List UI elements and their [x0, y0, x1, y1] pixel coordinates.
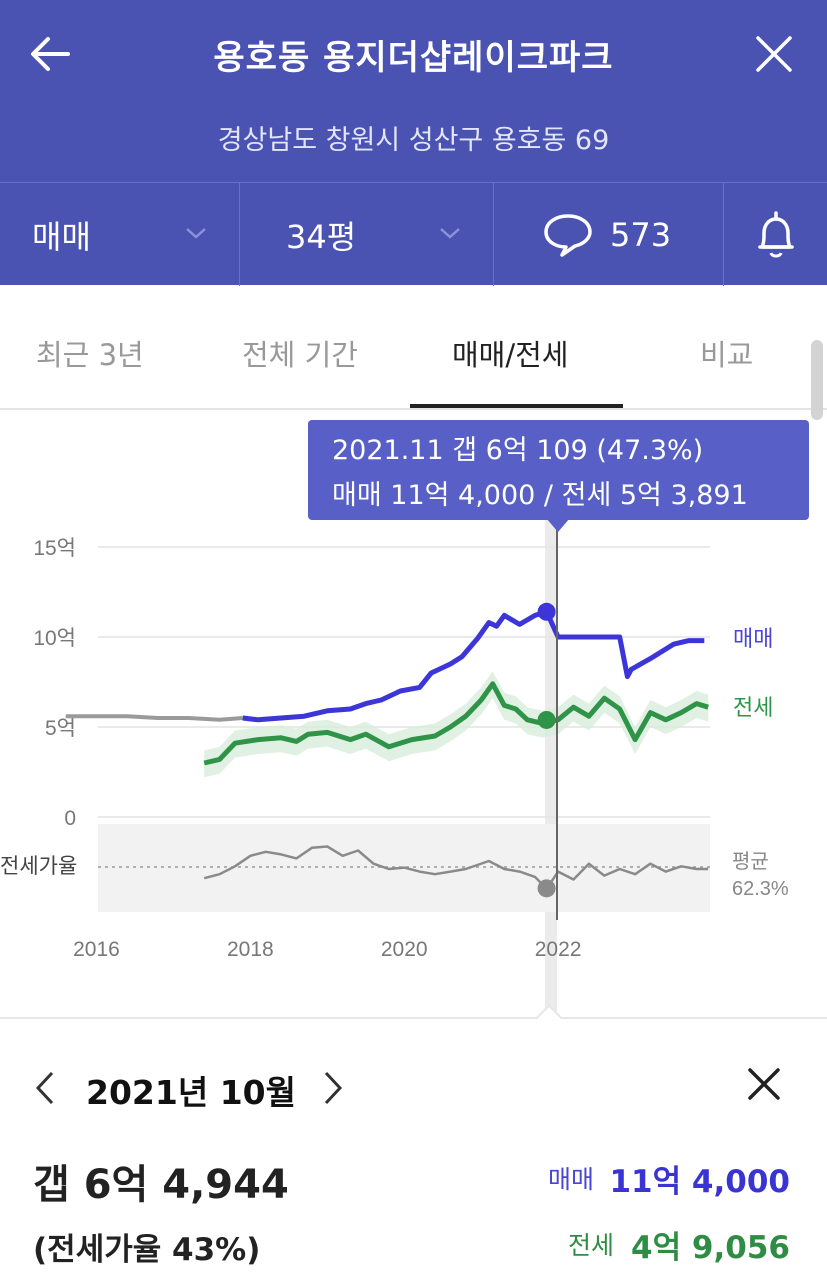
alarm-button[interactable]	[724, 183, 827, 286]
scrollbar-thumb[interactable]	[811, 340, 823, 420]
ratio-average-label: 평균	[732, 850, 769, 873]
y-tick-label: 5억	[45, 717, 76, 740]
trade-type-label: 매매	[32, 217, 91, 256]
active-tab-indicator	[410, 404, 623, 408]
area-label: 34평	[286, 217, 357, 256]
series-label-jeonse: 전세	[733, 695, 773, 720]
tooltip-tail	[546, 518, 570, 532]
close-button[interactable]	[748, 28, 800, 80]
detail-close-button[interactable]	[744, 1064, 784, 1108]
comments-button[interactable]: 573	[494, 183, 724, 286]
series-line-ratio	[203, 845, 709, 891]
tooltip-line-2: 매매 11억 4,000 / 전세 5억 3,891	[332, 480, 748, 511]
page-title: 용호동 용지더샵레이크파크	[213, 38, 614, 78]
jeonse-price-value: 4억 9,056	[631, 1230, 790, 1266]
tab-all-period[interactable]: 전체 기간	[242, 338, 358, 372]
highlight-point-sale	[537, 602, 556, 621]
address-text: 경상남도 창원시 성산구 용호동 69	[217, 125, 610, 156]
sale-price-label: 매매	[548, 1165, 595, 1194]
x-tick-label: 2020	[381, 938, 428, 961]
x-axis-labels: 2016 2018 2020 2022	[73, 938, 581, 961]
y-axis-labels: 15억 10억 5억 0	[33, 537, 76, 830]
chevron-left-icon	[35, 1071, 54, 1105]
chevron-right-icon	[324, 1071, 343, 1105]
speech-bubble-icon	[544, 213, 592, 257]
jeonse-ratio-text: (전세가율 43%)	[33, 1232, 261, 1268]
sale-price-value: 11억 4,000	[609, 1164, 790, 1200]
chart-grid	[98, 546, 710, 818]
close-icon	[756, 36, 792, 72]
highlight-point-jeonse	[537, 710, 556, 729]
jeonse-price-label: 전세	[568, 1231, 615, 1260]
section-divider	[0, 1017, 827, 1019]
tooltip-line-1: 2021.11 갭 6억 109 (47.3%)	[332, 435, 704, 466]
chevron-down-icon	[186, 228, 206, 239]
comment-count: 573	[610, 215, 672, 254]
series-line-jeonse	[203, 681, 709, 766]
close-icon	[748, 1068, 780, 1100]
bell-icon	[758, 210, 794, 257]
ratio-average-value: 62.3%	[732, 878, 789, 900]
area-select[interactable]: 34평	[240, 183, 494, 286]
ratio-axis-label: 전세가율	[0, 855, 77, 878]
back-button[interactable]	[22, 28, 78, 80]
highlight-point-ratio	[537, 879, 556, 898]
y-tick-label: 0	[64, 807, 76, 830]
y-tick-label: 15억	[33, 537, 76, 560]
series-line-sale-history	[65, 714, 243, 722]
x-tick-label: 2018	[227, 938, 274, 961]
period-tabs: 최근 3년 전체 기간 매매/전세 비교	[0, 310, 827, 410]
tab-sale-jeonse[interactable]: 매매/전세	[452, 338, 569, 372]
y-tick-label: 10억	[33, 627, 76, 650]
tab-recent-3-years[interactable]: 최근 3년	[36, 338, 144, 372]
x-tick-label: 2022	[535, 938, 582, 961]
trade-type-select[interactable]: 매매	[0, 183, 240, 286]
chevron-down-icon	[440, 228, 460, 239]
chart-tooltip: 2021.11 갭 6억 109 (47.3%) 매매 11억 4,000 / …	[308, 420, 809, 520]
prev-month-button[interactable]	[30, 1068, 60, 1112]
filter-bar: 매매 34평 573	[0, 182, 827, 286]
gap-amount: 갭 6억 4,944	[33, 1162, 289, 1208]
series-line-sale	[242, 609, 705, 723]
next-month-button[interactable]	[318, 1068, 348, 1112]
x-tick-label: 2016	[73, 938, 120, 961]
tab-compare[interactable]: 비교	[700, 338, 754, 372]
arrow-left-icon	[31, 37, 70, 71]
app-header: 용호동 용지더샵레이크파크 경상남도 창원시 성산구 용호동 69 매매 34평…	[0, 0, 827, 286]
detail-date: 2021년 10월	[86, 1073, 296, 1112]
series-label-sale: 매매	[733, 626, 773, 651]
